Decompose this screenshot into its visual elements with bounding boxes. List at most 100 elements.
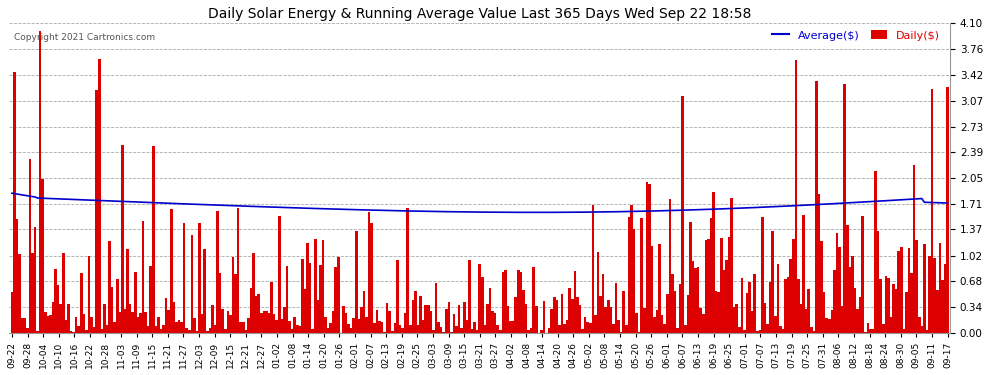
Bar	[797, 279, 800, 333]
Bar	[941, 280, 943, 333]
Bar	[478, 264, 481, 333]
Bar	[304, 288, 306, 333]
Bar	[198, 223, 201, 333]
Bar	[67, 304, 69, 333]
Bar	[11, 292, 13, 333]
Bar	[368, 212, 370, 333]
Bar	[913, 165, 916, 333]
Bar	[412, 300, 414, 333]
Bar	[37, 331, 39, 333]
Bar	[75, 317, 77, 333]
Bar	[553, 297, 555, 333]
Bar	[818, 194, 821, 333]
Bar	[871, 329, 874, 333]
Bar	[525, 304, 528, 333]
Bar	[828, 320, 831, 333]
Bar	[19, 254, 21, 333]
Bar	[13, 72, 16, 333]
Bar	[167, 310, 170, 333]
Bar	[345, 313, 347, 333]
Bar	[201, 314, 203, 333]
Bar	[103, 303, 106, 333]
Bar	[522, 291, 525, 333]
Bar	[337, 257, 340, 333]
Bar	[668, 199, 671, 333]
Bar	[301, 259, 304, 333]
Bar	[581, 330, 584, 333]
Bar	[114, 322, 116, 333]
Bar	[470, 329, 473, 333]
Bar	[183, 223, 185, 333]
Bar	[443, 332, 446, 333]
Bar	[24, 318, 26, 333]
Bar	[877, 231, 879, 333]
Bar	[568, 288, 571, 333]
Bar	[312, 328, 314, 333]
Bar	[504, 270, 507, 333]
Bar	[936, 290, 939, 333]
Bar	[720, 238, 723, 333]
Bar	[905, 292, 908, 333]
Bar	[425, 305, 427, 333]
Bar	[245, 330, 248, 333]
Bar	[314, 238, 317, 333]
Bar	[520, 272, 522, 333]
Bar	[257, 294, 260, 333]
Bar	[121, 145, 124, 333]
Bar	[275, 320, 278, 333]
Bar	[776, 264, 779, 333]
Bar	[93, 327, 95, 333]
Bar	[159, 330, 162, 333]
Bar	[723, 270, 726, 333]
Bar	[216, 211, 219, 333]
Bar	[147, 326, 149, 333]
Bar	[347, 324, 349, 333]
Bar	[700, 308, 702, 333]
Bar	[378, 321, 381, 333]
Bar	[879, 279, 882, 333]
Bar	[319, 265, 322, 333]
Bar	[254, 296, 257, 333]
Bar	[54, 269, 56, 333]
Bar	[625, 325, 628, 333]
Bar	[679, 284, 681, 333]
Bar	[576, 297, 579, 333]
Bar	[98, 59, 101, 333]
Bar	[270, 282, 273, 333]
Bar	[486, 304, 489, 333]
Bar	[882, 324, 884, 333]
Bar	[206, 331, 209, 333]
Bar	[440, 327, 443, 333]
Bar	[450, 332, 452, 333]
Bar	[856, 309, 859, 333]
Bar	[787, 277, 789, 333]
Bar	[736, 303, 738, 333]
Bar	[286, 266, 288, 333]
Bar	[900, 246, 903, 333]
Bar	[841, 306, 843, 333]
Bar	[417, 325, 420, 333]
Bar	[731, 198, 733, 333]
Bar	[44, 312, 47, 333]
Bar	[82, 314, 85, 333]
Bar	[214, 325, 216, 333]
Bar	[162, 326, 165, 333]
Bar	[560, 294, 563, 333]
Bar	[21, 318, 24, 333]
Bar	[890, 316, 892, 333]
Bar	[853, 288, 856, 333]
Bar	[795, 60, 797, 333]
Bar	[607, 300, 610, 333]
Bar	[645, 182, 648, 333]
Bar	[154, 326, 157, 333]
Bar	[666, 294, 668, 333]
Bar	[180, 322, 183, 333]
Bar	[414, 291, 417, 333]
Bar	[291, 329, 293, 333]
Bar	[132, 312, 134, 333]
Bar	[573, 270, 576, 333]
Bar	[821, 241, 823, 333]
Bar	[396, 260, 399, 333]
Bar	[563, 324, 566, 333]
Bar	[584, 317, 586, 333]
